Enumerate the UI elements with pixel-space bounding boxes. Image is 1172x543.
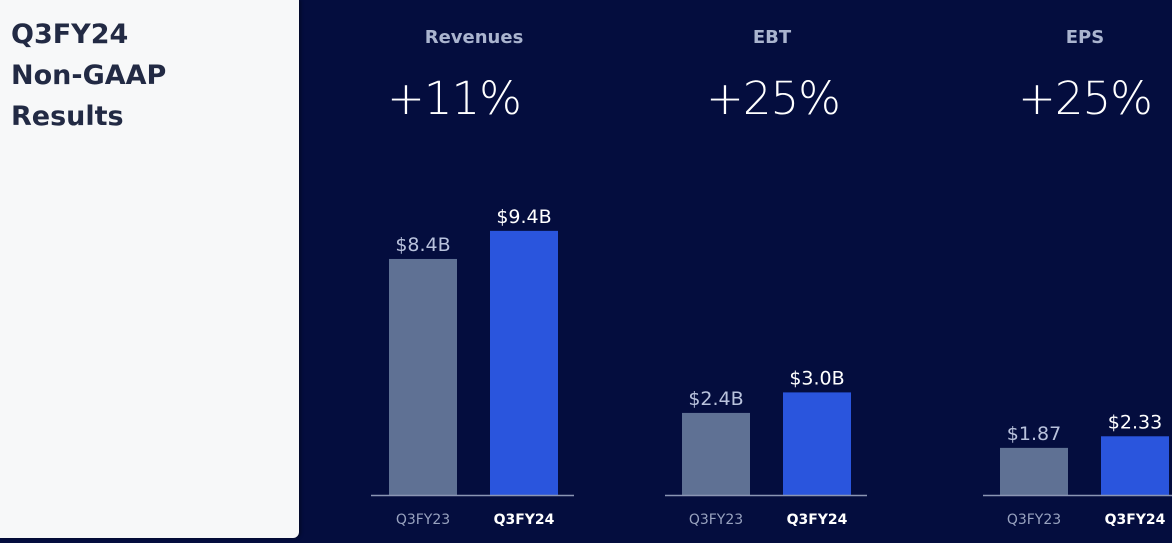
eps-bar-q3fy23 (1000, 447, 1068, 495)
eps-bar-q3fy24 (1101, 436, 1169, 495)
ebt-data-label-q3fy23: $2.4B (688, 388, 743, 410)
page-title: Q3FY24 Non-GAAP Results (11, 14, 291, 137)
ebt-data-label-q3fy24: $3.0B (789, 367, 844, 389)
eps-tick-label-q3fy23: Q3FY23 (1007, 512, 1061, 528)
revenues-chart: $8.4B Q3FY23 $9.4B Q3FY24 (371, 206, 574, 528)
eps-title: EPS (1065, 27, 1105, 48)
revenues-bar-q3fy23 (389, 258, 457, 495)
page-title-line-1: Q3FY24 (11, 19, 129, 50)
revenues-data-label-q3fy24: $9.4B (496, 206, 551, 228)
revenues-growth: +11% (387, 72, 522, 125)
eps-data-label-q3fy23: $1.87 (1007, 423, 1061, 445)
revenues-data-label-q3fy23: $8.4B (395, 234, 450, 256)
revenues-bar-q3fy24 (490, 230, 558, 496)
ebt-bar-q3fy24 (783, 392, 851, 495)
revenues-tick-label-q3fy23: Q3FY23 (396, 512, 450, 528)
ebt-tick-label-q3fy24: Q3FY24 (787, 512, 848, 528)
ebt-title: EBT (752, 27, 792, 48)
eps-chart: $1.87 Q3FY23 $2.33 Q3FY24 (983, 411, 1172, 528)
page-title-line-2: Non-GAAP (11, 60, 167, 91)
revenues-tick-label-q3fy24: Q3FY24 (494, 512, 555, 528)
revenues-title: Revenues (424, 27, 524, 48)
ebt-tick-label-q3fy23: Q3FY23 (689, 512, 743, 528)
page-title-line-3: Results (11, 101, 124, 132)
ebt-growth: +25% (706, 72, 841, 125)
left-panel: Q3FY24 Non-GAAP Results (0, 0, 299, 538)
ebt-bar-q3fy23 (682, 412, 750, 495)
eps-growth: +25% (1018, 72, 1153, 125)
eps-tick-label-q3fy24: Q3FY24 (1105, 512, 1166, 528)
eps-data-label-q3fy24: $2.33 (1108, 411, 1162, 433)
ebt-chart: $2.4B Q3FY23 $3.0B Q3FY24 (665, 367, 867, 528)
